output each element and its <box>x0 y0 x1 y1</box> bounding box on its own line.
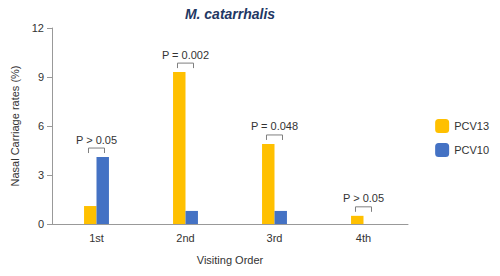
svg-text:12: 12 <box>32 22 44 34</box>
svg-text:PCV13: PCV13 <box>454 120 489 132</box>
svg-text:P = 0.048: P = 0.048 <box>251 120 298 132</box>
svg-text:0: 0 <box>38 218 44 230</box>
svg-text:3: 3 <box>38 169 44 181</box>
svg-text:P = 0.002: P = 0.002 <box>162 49 209 61</box>
svg-text:P > 0.05: P > 0.05 <box>343 192 384 204</box>
svg-text:Visiting Order: Visiting Order <box>197 254 264 266</box>
svg-text:9: 9 <box>38 71 44 83</box>
svg-text:PCV10: PCV10 <box>454 144 489 156</box>
svg-text:3rd: 3rd <box>267 232 283 244</box>
svg-text:2nd: 2nd <box>176 232 194 244</box>
svg-text:4th: 4th <box>356 232 371 244</box>
svg-text:P > 0.05: P > 0.05 <box>76 134 117 146</box>
svg-text:Nasal Carriage rates (%): Nasal Carriage rates (%) <box>9 65 21 186</box>
svg-text:M. catarrhalis: M. catarrhalis <box>185 6 275 22</box>
svg-text:6: 6 <box>38 120 44 132</box>
svg-text:1st: 1st <box>89 232 104 244</box>
